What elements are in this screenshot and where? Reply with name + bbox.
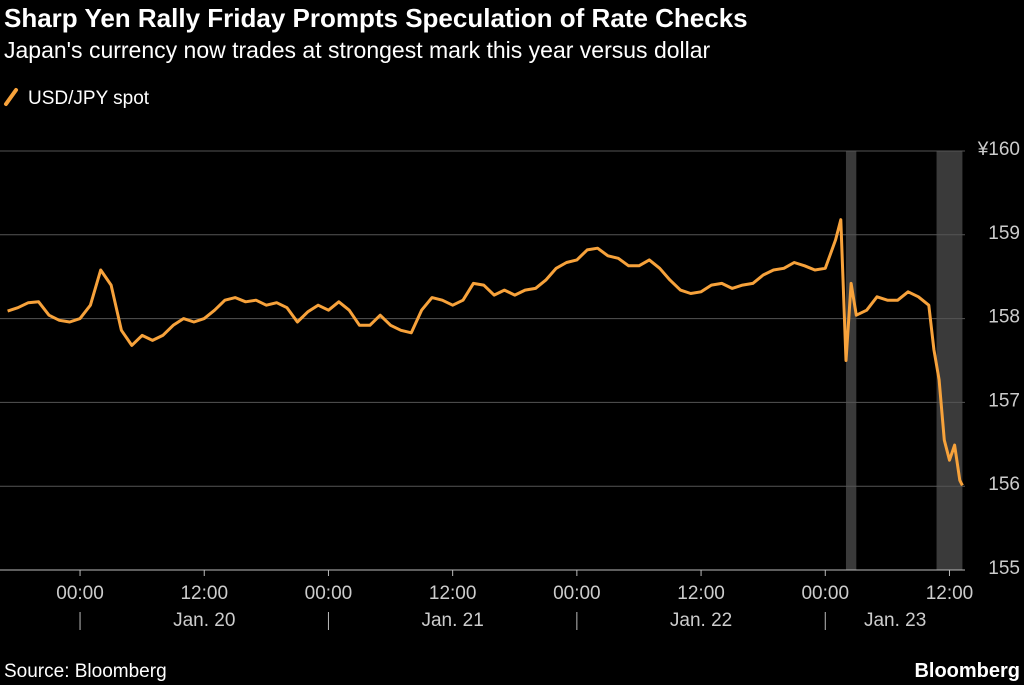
x-tick-label: 00:00 xyxy=(56,583,104,604)
legend-icon xyxy=(4,88,18,106)
x-tick-label: 12:00 xyxy=(926,583,974,604)
day-label: Jan. 21 xyxy=(421,610,483,631)
y-tick-label: ¥160 xyxy=(977,139,1020,160)
price-line xyxy=(7,218,964,487)
legend-label: USD/JPY spot xyxy=(28,88,150,109)
source: Source: Bloomberg xyxy=(4,661,167,682)
chart-subtitle: Japan's currency now trades at strongest… xyxy=(4,37,711,63)
day-label: Jan. 23 xyxy=(864,610,926,631)
shaded-region xyxy=(936,151,963,570)
day-label: Jan. 22 xyxy=(670,610,732,631)
y-tick-label: 157 xyxy=(988,390,1020,411)
x-tick-label: 12:00 xyxy=(677,583,725,604)
x-tick-label: 00:00 xyxy=(801,583,849,604)
brand: Bloomberg xyxy=(914,660,1020,682)
y-tick-label: 156 xyxy=(988,474,1020,495)
x-tick-label: 00:00 xyxy=(305,583,353,604)
day-label: Jan. 20 xyxy=(173,610,235,631)
y-tick-label: 159 xyxy=(988,223,1020,244)
y-tick-label: 158 xyxy=(988,307,1020,328)
chart-title: Sharp Yen Rally Friday Prompts Speculati… xyxy=(4,3,748,33)
x-tick-label: 12:00 xyxy=(429,583,477,604)
x-tick-label: 00:00 xyxy=(553,583,601,604)
y-tick-label: 155 xyxy=(988,558,1020,579)
x-tick-label: 12:00 xyxy=(180,583,228,604)
shaded-region xyxy=(845,151,857,570)
